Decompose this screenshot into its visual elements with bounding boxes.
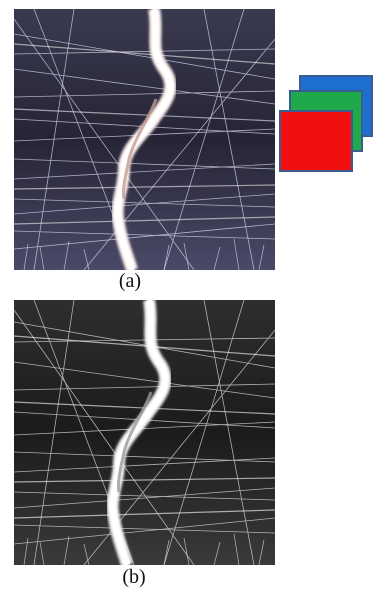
grayscale-crack-image-art — [14, 300, 275, 565]
rgb-channel-stack — [277, 75, 373, 185]
color-crack-image-art — [14, 9, 275, 270]
grayscale-crack-image — [14, 300, 275, 565]
panel-a-label: (a) — [118, 270, 142, 292]
panel-b-label: (b) — [122, 566, 146, 588]
color-crack-image — [14, 9, 275, 270]
red-channel-icon — [279, 110, 353, 172]
